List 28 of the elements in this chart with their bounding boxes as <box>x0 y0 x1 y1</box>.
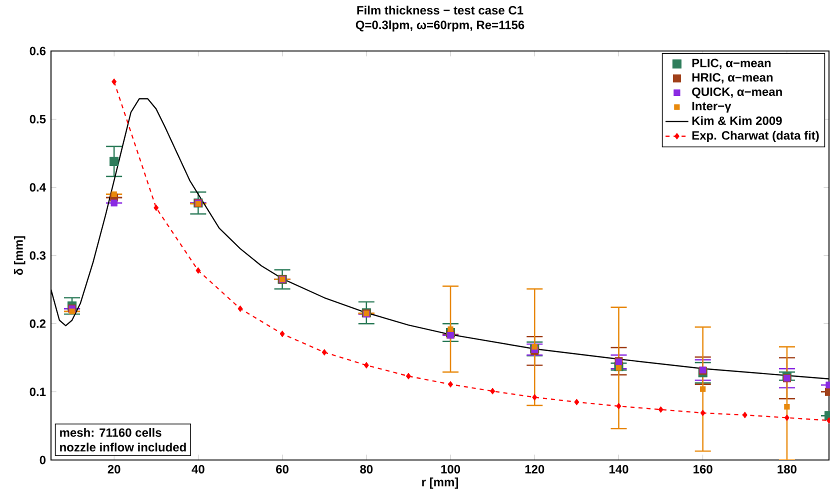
y-tick-label: 0.3 <box>30 251 46 260</box>
x-axis-title: r [mm] <box>422 478 458 489</box>
legend-label: Kim & Kim 2009 <box>692 116 782 125</box>
x-tick-label: 100 <box>441 464 460 474</box>
x-tick-label: 80 <box>360 464 373 474</box>
x-tick-label: 120 <box>525 464 544 474</box>
y-tick-label: 0.5 <box>30 114 46 124</box>
legend-label: HRIC, α−mean <box>692 73 773 84</box>
chart-subtitle: Q=0.3lpm, ω=60rpm, Re=1156 <box>356 20 524 32</box>
x-tick-label: 60 <box>276 464 288 474</box>
y-tick-label: 0 <box>40 456 46 464</box>
x-tick-label: 160 <box>694 464 712 474</box>
legend-label: PLIC, α−mean <box>692 58 771 70</box>
legend-label: Inter−γ <box>692 102 732 113</box>
annotation: nozzle inflow included <box>60 442 186 452</box>
x-tick-label: 140 <box>609 464 628 474</box>
legend-label: Exp. Charwat (data fit) <box>692 130 819 142</box>
y-tick-label: 0.4 <box>30 183 46 192</box>
y-tick-label: 0.6 <box>30 46 46 56</box>
annotation: mesh: 71160 cells <box>60 428 162 437</box>
y-axis-title: δ [mm] <box>14 236 26 275</box>
x-tick-label: 40 <box>192 464 204 474</box>
chart-title: Film thickness − test case C1 <box>357 6 524 15</box>
y-tick-label: 0.2 <box>30 319 46 328</box>
x-tick-label: 180 <box>778 464 796 474</box>
x-tick-label: 20 <box>108 464 120 474</box>
y-tick-label: 0.1 <box>30 388 46 396</box>
legend-label: QUICK, α−mean <box>692 88 782 98</box>
